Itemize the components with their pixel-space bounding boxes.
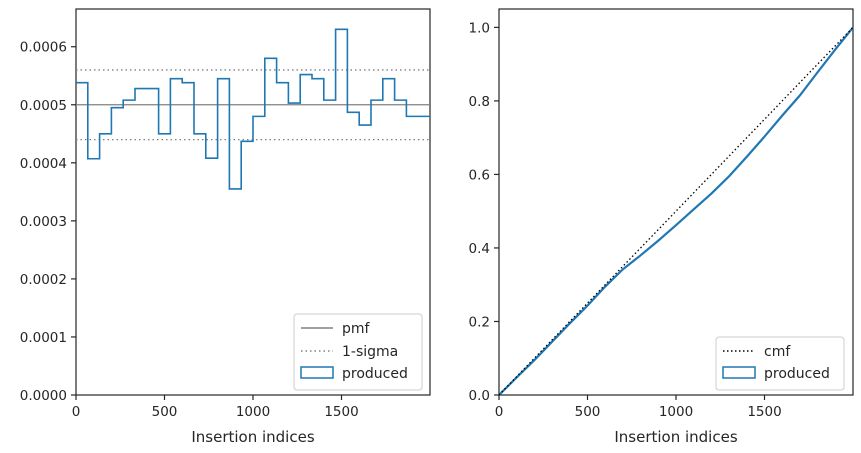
x-axis-ticks: 0 500 1000 1500 bbox=[495, 395, 782, 420]
legend-produced-label: produced bbox=[764, 366, 830, 382]
cumulative-axes-frame bbox=[498, 8, 854, 396]
produced-cumulative-line bbox=[498, 26, 854, 396]
x-axis-label: Insertion indices bbox=[614, 428, 737, 446]
y-tick-label: 0.0001 bbox=[20, 330, 67, 346]
y-tick-label: 0.0006 bbox=[20, 40, 67, 56]
y-tick-label: 0.8 bbox=[469, 94, 490, 110]
histogram-panel: 0 500 1000 1500 0.00000.00010.00020.00030.0… bbox=[20, 8, 431, 446]
y-tick-label: 1.0 bbox=[469, 20, 490, 36]
y-tick-label: 0.2 bbox=[469, 314, 490, 330]
cumulative-panel: 0 500 1000 1500 0.0 0.2 0.4 0.6 0.8 1.0 Insertio… bbox=[469, 8, 854, 446]
y-tick-label: 0.0000 bbox=[20, 388, 67, 404]
legend-produced-label: produced bbox=[342, 366, 408, 382]
produced-step-line bbox=[76, 28, 430, 190]
legend-produced-swatch bbox=[300, 366, 334, 379]
y-tick-label: 0.0003 bbox=[20, 214, 67, 230]
y-tick-label: 0.0004 bbox=[20, 156, 67, 172]
x-axis-ticks: 0 500 1000 1500 bbox=[72, 395, 359, 420]
y-axis-ticks: 0.0000 0.0001 0.0002 0.0003 0.0004 0.0005 0.00… bbox=[20, 40, 76, 404]
y-tick-label: 0.4 bbox=[469, 241, 490, 257]
legend: cmf produced bbox=[715, 336, 845, 391]
x-axis-label: Insertion indices bbox=[191, 428, 314, 446]
x-tick-label: 0 bbox=[495, 404, 504, 420]
x-tick-label: 1500 bbox=[324, 404, 358, 420]
produced-series bbox=[76, 28, 430, 190]
legend: pmf 1-sigma produced bbox=[293, 313, 423, 391]
x-tick-label: 1500 bbox=[747, 404, 781, 420]
legend-pmf-label: pmf bbox=[342, 321, 371, 337]
y-axis-ticks: 0.0 0.2 0.4 0.6 0.8 1.0 bbox=[469, 20, 499, 404]
y-tick-label: 0.6 bbox=[469, 167, 490, 183]
cmf-line bbox=[498, 26, 854, 396]
legend-sigma-label: 1-sigma bbox=[342, 344, 398, 360]
legend-cmf-label: cmf bbox=[764, 344, 791, 360]
y-tick-label: 0.0002 bbox=[20, 272, 67, 288]
cumulative-series bbox=[498, 26, 854, 396]
y-tick-label: 0.0 bbox=[469, 388, 490, 404]
legend-box bbox=[293, 313, 423, 391]
legend-produced-swatch bbox=[722, 366, 756, 379]
y-tick-label: 0.0005 bbox=[20, 98, 67, 114]
x-tick-label: 1000 bbox=[659, 404, 693, 420]
x-tick-label: 500 bbox=[152, 404, 178, 420]
x-tick-label: 1000 bbox=[236, 404, 270, 420]
x-tick-label: 500 bbox=[575, 404, 601, 420]
x-tick-label: 0 bbox=[72, 404, 81, 420]
